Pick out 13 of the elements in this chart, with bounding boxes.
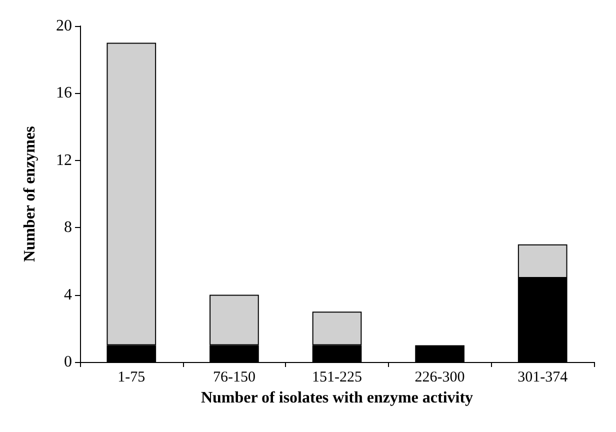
y-tick-label: 0 — [64, 354, 72, 370]
x-tick-label: 1-75 — [118, 370, 146, 386]
x-tick-label: 151-225 — [312, 370, 362, 386]
y-tick-label: 12 — [56, 152, 72, 169]
y-tick-label: 20 — [56, 18, 72, 34]
y-tick-label: 8 — [64, 219, 72, 236]
x-tick-label: 226-300 — [414, 370, 465, 386]
y-tick-label: 16 — [56, 84, 72, 102]
x-tick-label: 301-374 — [518, 370, 568, 386]
y-axis-title: Number of enzymes — [22, 126, 38, 262]
y-tick-label: 4 — [64, 286, 72, 304]
x-tick-label: 76-150 — [212, 370, 256, 386]
x-axis-title: Number of isolates with enzyme activity — [200, 390, 474, 406]
